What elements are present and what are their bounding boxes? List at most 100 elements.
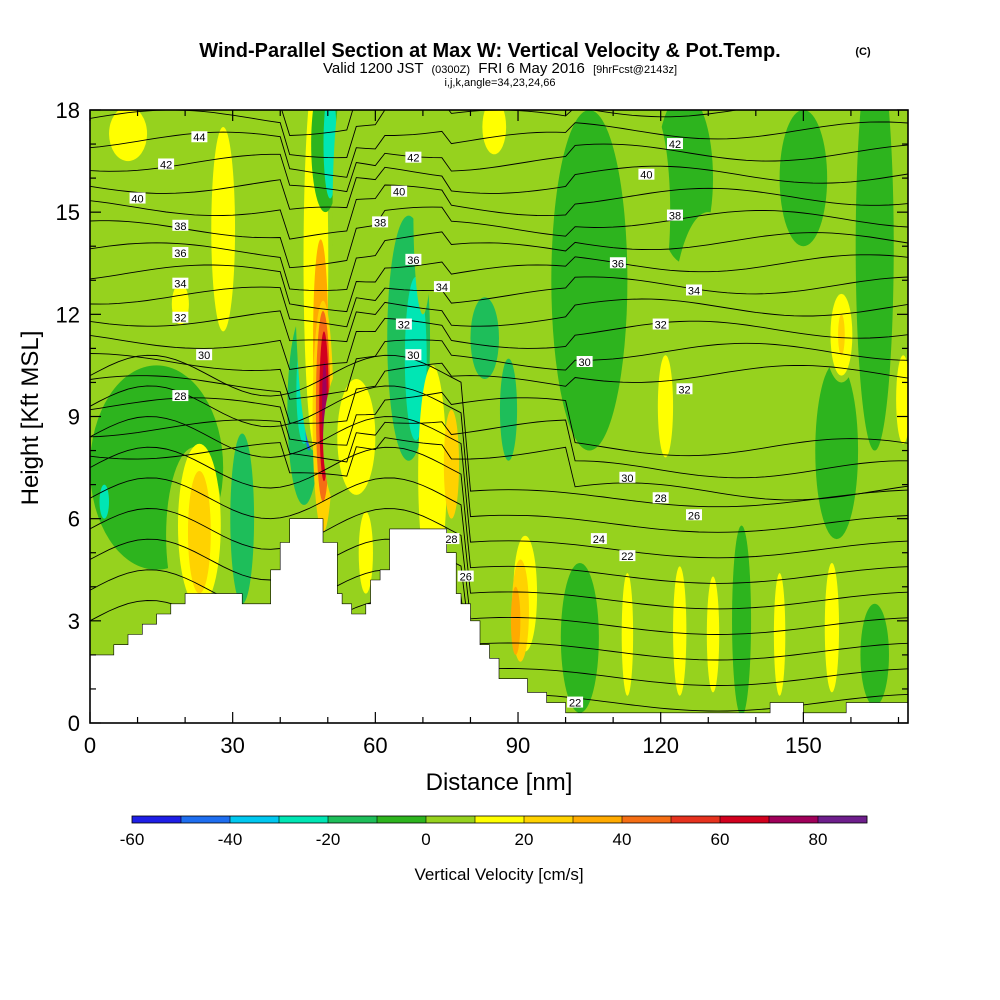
theta-contour-25 <box>90 446 908 584</box>
colorbar-label: Vertical Velocity [cm/s] <box>414 865 583 884</box>
contour-label-1: 42 <box>160 159 172 171</box>
theta-contour-38 <box>90 231 908 291</box>
velocity-cell-8 <box>99 484 110 519</box>
velocity-cell-2 <box>109 110 148 162</box>
contour-label-bg-21 <box>652 318 669 330</box>
velocity-cell-26 <box>337 379 376 495</box>
contour-label-2: 40 <box>131 194 143 206</box>
x-tick-label-60: 60 <box>363 733 387 758</box>
contour-label-29: 28 <box>445 534 457 546</box>
y-tick-label-3: 3 <box>68 609 80 634</box>
velocity-cell-32 <box>470 297 499 380</box>
velocity-cell-65 <box>803 552 823 676</box>
contour-label-20: 34 <box>688 285 700 297</box>
velocity-cell-49 <box>717 314 794 519</box>
title-group: Wind-Parallel Section at Max W: Vertical… <box>199 40 871 89</box>
chart-subtitle-indices: i,j,k,angle=34,23,24,66 <box>444 77 555 89</box>
contour-label-bg-30 <box>457 570 474 582</box>
contour-label-bg-31 <box>567 696 584 708</box>
contour-label-31: 22 <box>569 698 581 710</box>
velocity-cell-46 <box>632 110 671 315</box>
colorbar: -60 -40 -20 0 20 40 60 80 <box>120 815 868 849</box>
contour-label-7: 30 <box>198 350 210 362</box>
colorbar-swatch-9 <box>573 816 623 823</box>
colorbar-tick--60: -60 <box>120 830 145 849</box>
contour-label-30: 26 <box>460 572 472 584</box>
theta-contour-30 <box>90 419 908 479</box>
colorbar-swatch-13 <box>769 816 819 823</box>
colorbar-swatch-4 <box>328 816 378 823</box>
contour-label-bg-17 <box>638 168 655 180</box>
theta-contour-44 <box>90 110 739 159</box>
contour-label-25: 28 <box>655 493 667 505</box>
colorbar-swatch-11 <box>671 816 721 823</box>
theta-contour-36 <box>90 276 908 328</box>
subtitle-fcst: [9hrFcst@2143z] <box>593 64 677 76</box>
theta-contour-35 <box>90 298 908 343</box>
y-tick-label-9: 9 <box>68 405 80 430</box>
theta-contour-31 <box>90 391 908 457</box>
contour-label-bg-27 <box>590 533 607 545</box>
subtitle-valid: Valid 1200 JST <box>323 60 423 77</box>
colorbar-tick-0: 0 <box>421 830 430 849</box>
velocity-cell-12 <box>256 110 285 247</box>
contour-label-26: 26 <box>688 510 700 522</box>
x-axis-label: Distance [nm] <box>426 769 573 796</box>
terrain-mask <box>89 518 909 724</box>
contour-label-bg-12 <box>405 253 422 265</box>
x-tick-label-150: 150 <box>785 733 822 758</box>
contour-label-bg-6 <box>172 311 189 323</box>
velocity-cell-44 <box>551 110 628 451</box>
colorbar-swatch-6 <box>426 816 476 823</box>
theta-contour-29 <box>90 437 908 501</box>
colorbar-swatch-2 <box>230 816 280 823</box>
contour-label-17: 40 <box>640 170 652 182</box>
x-tick-label-90: 90 <box>506 733 530 758</box>
contour-label-bg-9 <box>405 151 422 163</box>
contour-label-bg-10 <box>391 185 408 197</box>
colorbar-swatch-14 <box>818 816 868 823</box>
velocity-cell-66 <box>824 562 840 693</box>
contour-label-8: 28 <box>174 391 186 403</box>
contour-label-21: 32 <box>655 320 667 332</box>
colorbar-tick-80: 80 <box>809 830 828 849</box>
contour-label-14: 32 <box>398 320 410 332</box>
contour-label-bg-18 <box>666 209 683 221</box>
contour-label-24: 30 <box>621 473 633 485</box>
velocity-cell-50 <box>815 362 859 540</box>
velocity-cell-7 <box>187 470 211 594</box>
colorbar-swatch-1 <box>181 816 231 823</box>
x-tick-label-120: 120 <box>642 733 679 758</box>
contour-label-22: 30 <box>578 357 590 369</box>
theta-contour-37 <box>90 254 908 313</box>
velocity-cell-63 <box>732 525 752 717</box>
velocity-cell-48 <box>657 355 674 458</box>
contour-label-bg-4 <box>172 247 189 259</box>
contour-label-bg-28 <box>619 550 636 562</box>
contour-label-bg-7 <box>196 349 213 361</box>
y-tick-label-18: 18 <box>56 98 80 123</box>
velocity-cell-60 <box>673 566 687 696</box>
theta-contour-39 <box>90 206 908 269</box>
colorbar-swatch-3 <box>279 816 329 823</box>
contour-label-5: 34 <box>174 279 186 291</box>
velocity-cell-64 <box>773 573 786 696</box>
velocity-cell-59 <box>621 573 634 696</box>
colorbar-tick-40: 40 <box>613 830 632 849</box>
contour-label-6: 32 <box>174 313 186 325</box>
theta-contour-26 <box>90 416 908 559</box>
contour-label-bg-3 <box>172 219 189 231</box>
theta-contour-27 <box>90 385 908 533</box>
contour-label-11: 38 <box>374 217 386 229</box>
colorbar-swatch-7 <box>475 816 525 823</box>
contour-label-bg-1 <box>158 158 175 170</box>
colorbar-swatch-12 <box>720 816 770 823</box>
contour-label-13: 34 <box>436 282 448 294</box>
subtitle-utc: (0300Z) <box>431 64 470 76</box>
theta-contour-23 <box>90 508 908 635</box>
colorbar-swatch-0 <box>132 816 182 823</box>
chart-subtitle: Valid 1200 JST (0300Z) FRI 6 May 2016 [9… <box>323 60 677 77</box>
contour-label-15: 30 <box>407 350 419 362</box>
velocity-cell-55 <box>779 110 828 247</box>
contour-label-bg-24 <box>619 471 636 483</box>
